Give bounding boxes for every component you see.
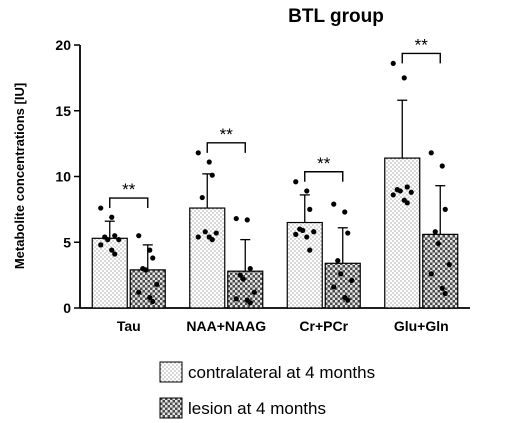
data-point xyxy=(98,205,104,211)
data-point xyxy=(432,229,438,235)
data-point xyxy=(209,172,215,178)
data-point xyxy=(240,276,246,282)
legend-swatch-contralateral xyxy=(159,361,183,383)
significance-label: ** xyxy=(317,154,331,173)
data-point xyxy=(109,214,115,220)
data-point xyxy=(195,234,201,240)
data-point xyxy=(136,233,142,239)
data-point xyxy=(428,271,434,277)
data-point xyxy=(442,206,448,212)
data-point xyxy=(307,247,313,253)
data-point xyxy=(331,284,337,290)
y-tick-label: 20 xyxy=(55,37,71,53)
data-point xyxy=(397,188,403,194)
significance-label: ** xyxy=(415,35,429,54)
data-point xyxy=(446,262,452,268)
legend-swatch-lesion xyxy=(159,397,183,419)
x-tick-label: NAA+NAAG xyxy=(186,318,266,334)
data-point xyxy=(390,192,396,198)
data-point xyxy=(349,277,355,283)
data-point xyxy=(237,272,243,278)
data-point xyxy=(150,255,156,261)
x-tick-label: Cr+PCr xyxy=(299,318,348,334)
bar xyxy=(227,270,264,309)
data-point xyxy=(209,237,215,243)
significance-label: ** xyxy=(220,125,234,144)
data-point xyxy=(311,229,317,235)
data-point xyxy=(195,150,201,156)
data-point xyxy=(439,163,445,169)
data-point xyxy=(251,289,257,295)
plot-area: 0 5 10 15 20 Tau ** NAA+NAAG ** Cr+PCr ** Glu+Gln ** xyxy=(55,35,470,334)
data-point xyxy=(345,230,351,236)
data-point xyxy=(247,300,253,306)
data-point xyxy=(408,189,414,195)
data-point xyxy=(202,229,208,235)
data-point xyxy=(105,237,111,243)
data-point xyxy=(390,60,396,67)
data-point xyxy=(342,209,348,215)
data-point xyxy=(304,234,310,240)
significance-label: ** xyxy=(122,180,136,199)
data-point xyxy=(304,188,310,194)
data-point xyxy=(213,230,219,236)
data-point xyxy=(112,233,118,239)
y-tick-label: 10 xyxy=(55,169,71,185)
legend-label-lesion: lesion at 4 months xyxy=(188,399,326,418)
legend-label-contralateral: contralateral at 4 months xyxy=(188,363,375,382)
significance-bracket xyxy=(109,197,149,209)
data-point xyxy=(109,247,115,253)
data-point xyxy=(335,258,341,264)
data-point xyxy=(247,265,253,272)
x-tick-label: Tau xyxy=(117,318,141,334)
data-point xyxy=(307,206,313,212)
bar xyxy=(129,269,166,309)
y-axis-label: Metabolite concentrations [IU] xyxy=(12,83,27,269)
data-point xyxy=(143,267,149,273)
data-point xyxy=(154,281,160,287)
data-point xyxy=(338,271,344,277)
data-point xyxy=(136,289,142,295)
legend: contralateral at 4 months lesion at 4 mo… xyxy=(159,361,375,419)
y-tick-label: 15 xyxy=(55,103,71,119)
significance-bracket xyxy=(206,142,246,153)
data-point xyxy=(233,215,239,222)
data-point xyxy=(116,237,122,243)
data-point xyxy=(428,150,434,156)
data-point xyxy=(331,201,337,207)
data-point xyxy=(442,290,448,297)
bar xyxy=(384,157,421,309)
data-point xyxy=(345,297,351,303)
data-point xyxy=(147,294,153,301)
data-point xyxy=(206,159,212,165)
data-point xyxy=(404,200,410,206)
data-point xyxy=(293,179,299,185)
bar xyxy=(324,262,361,309)
data-point xyxy=(112,251,118,257)
bar xyxy=(422,233,459,309)
data-point xyxy=(293,231,299,237)
bar xyxy=(189,207,226,309)
chart-title: BTL group xyxy=(288,6,384,27)
y-tick-label: 5 xyxy=(63,234,71,250)
y-tick-label: 0 xyxy=(63,300,71,316)
data-point xyxy=(435,240,441,247)
data-point xyxy=(404,184,410,190)
data-point xyxy=(150,298,156,305)
significance-bracket xyxy=(401,52,441,64)
x-tick-label: Glu+Gln xyxy=(394,318,449,334)
data-point xyxy=(439,285,445,291)
data-point xyxy=(233,296,239,302)
data-point xyxy=(401,75,407,81)
significance-bracket xyxy=(304,171,344,182)
data-point xyxy=(244,217,250,223)
data-point xyxy=(199,194,205,201)
data-point xyxy=(300,227,306,234)
data-point xyxy=(98,242,104,248)
data-point xyxy=(147,247,153,253)
